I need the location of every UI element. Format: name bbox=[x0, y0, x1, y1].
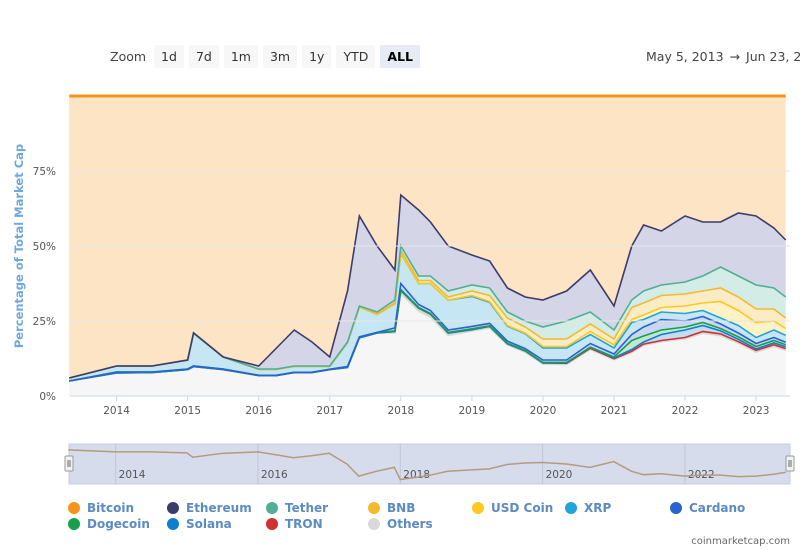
legend-dot-icon bbox=[68, 501, 80, 514]
zoom-all-button[interactable]: ALL bbox=[380, 45, 420, 68]
y-tick-label: 25% bbox=[33, 316, 56, 328]
zoom-1d-button[interactable]: 1d bbox=[154, 45, 184, 68]
navigator-mask bbox=[68, 443, 791, 485]
legend-dot-icon bbox=[266, 501, 278, 514]
navigator-tick-label: 2014 bbox=[119, 469, 146, 481]
legend-item-bitcoin[interactable]: Bitcoin bbox=[68, 500, 167, 515]
legend-item-dogecoin[interactable]: Dogecoin bbox=[68, 516, 167, 531]
x-tick-label: 2015 bbox=[174, 405, 201, 417]
area-others bbox=[69, 293, 786, 396]
legend-dot-icon bbox=[565, 501, 577, 514]
y-tick-label: 50% bbox=[33, 241, 56, 253]
line-tether bbox=[69, 243, 787, 379]
legend-dot-icon bbox=[68, 517, 80, 530]
legend-label: Ethereum bbox=[186, 500, 252, 515]
x-tick-label: 2017 bbox=[316, 405, 343, 417]
x-tick-label: 2020 bbox=[530, 405, 557, 417]
area-xrp bbox=[69, 253, 786, 381]
plot-area bbox=[69, 94, 787, 396]
legend-dot-icon bbox=[368, 517, 380, 530]
range-arrow: → bbox=[729, 49, 741, 64]
range-to-input[interactable]: Jun 23, 2023 bbox=[746, 49, 800, 64]
x-tick-label: 2019 bbox=[459, 405, 486, 417]
legend-label: Others bbox=[387, 516, 433, 531]
legend-item-usd-coin[interactable]: USD Coin bbox=[472, 500, 565, 515]
zoom-7d-button[interactable]: 7d bbox=[188, 45, 219, 68]
navigator-handle-left[interactable] bbox=[64, 455, 74, 472]
area-bitcoin bbox=[69, 96, 786, 378]
zoom-1m-button[interactable]: 1m bbox=[223, 45, 258, 68]
navigator[interactable]: 2014 2016 2018 2020 2022 bbox=[64, 443, 795, 485]
navigator-tick-label: 2016 bbox=[261, 469, 288, 481]
legend-dot-icon bbox=[167, 501, 179, 514]
legend-item-ethereum[interactable]: Ethereum bbox=[167, 500, 266, 515]
zoom-3m-button[interactable]: 3m bbox=[262, 45, 298, 68]
legend-label: Solana bbox=[186, 516, 232, 531]
credit: coinmarketcap.com bbox=[691, 536, 790, 547]
legend-label: Tether bbox=[285, 500, 329, 515]
legend-dot-icon bbox=[670, 501, 682, 514]
zoom-label: Zoom bbox=[110, 49, 147, 64]
legend-item-tether[interactable]: Tether bbox=[266, 500, 368, 515]
legend-label: TRON bbox=[285, 516, 323, 531]
area-bnb bbox=[69, 250, 786, 378]
legend-dot-icon bbox=[266, 517, 278, 530]
legend-item-others[interactable]: Others bbox=[368, 516, 472, 531]
range-from-input[interactable]: May 5, 2013 bbox=[646, 49, 724, 64]
legend-item-cardano[interactable]: Cardano bbox=[670, 500, 770, 515]
x-tick-label: 2022 bbox=[672, 405, 699, 417]
legend-item-bnb[interactable]: BNB bbox=[368, 500, 472, 515]
legend-dot-icon bbox=[167, 517, 179, 530]
legend-label: USD Coin bbox=[491, 500, 554, 515]
y-tick-label: 75% bbox=[33, 166, 56, 178]
legend-label: Dogecoin bbox=[87, 516, 150, 531]
legend-dot-icon bbox=[368, 501, 380, 514]
legend-label: XRP bbox=[584, 500, 612, 515]
legend-item-tron[interactable]: TRON bbox=[266, 516, 368, 531]
x-tick-label: 2014 bbox=[103, 405, 130, 417]
legend: Bitcoin Ethereum Tether BNB USD Coin XRP Carda… bbox=[68, 500, 770, 531]
x-tick-label: 2021 bbox=[601, 405, 628, 417]
y-axis-label: Percentage of Total Market Cap bbox=[12, 144, 26, 348]
navigator-handle-right[interactable] bbox=[785, 455, 795, 472]
legend-item-solana[interactable]: Solana bbox=[167, 516, 266, 531]
legend-label: BNB bbox=[387, 500, 416, 515]
x-tick-label: 2016 bbox=[245, 405, 272, 417]
x-tick-label: 2023 bbox=[743, 405, 770, 417]
axes: 0% 25% 50% 75% 2014 2015 2016 2017 2018 2019 2020 2… bbox=[33, 166, 790, 417]
area-cardano bbox=[69, 283, 786, 381]
zoom-ytd-button[interactable]: YTD bbox=[336, 45, 376, 68]
zoom-1y-button[interactable]: 1y bbox=[302, 45, 332, 68]
legend-item-xrp[interactable]: XRP bbox=[565, 500, 670, 515]
navigator-tick-label: 2020 bbox=[546, 469, 573, 481]
y-tick-label: 0% bbox=[39, 391, 56, 403]
legend-label: Bitcoin bbox=[87, 500, 135, 515]
legend-dot-icon bbox=[472, 501, 484, 514]
x-tick-label: 2018 bbox=[387, 405, 414, 417]
date-range: May 5, 2013 → Jun 23, 2023 bbox=[646, 49, 800, 64]
navigator-series bbox=[68, 449, 786, 481]
area-ethereum bbox=[69, 195, 786, 378]
legend-label: Cardano bbox=[689, 500, 746, 515]
zoom-bar: Zoom 1d 7d 1m 3m 1y YTD ALL bbox=[110, 45, 420, 68]
